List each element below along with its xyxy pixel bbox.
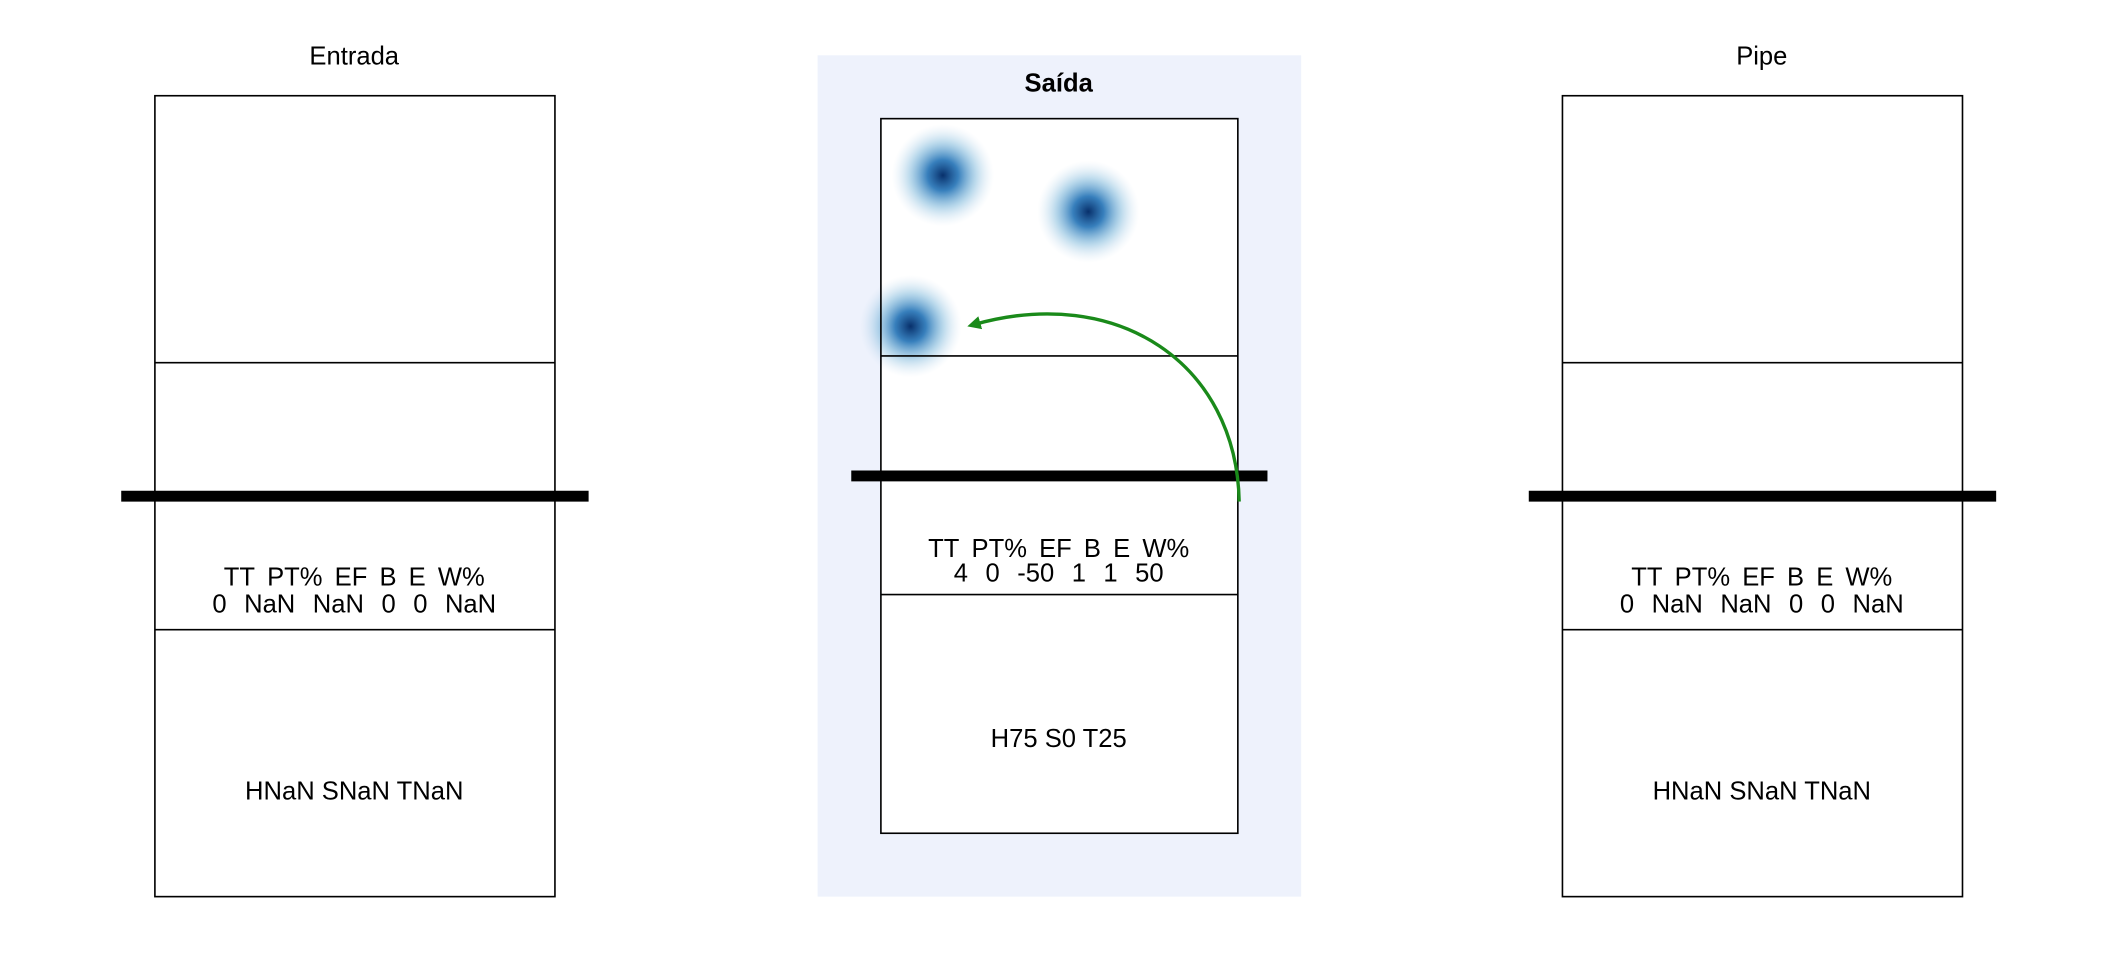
stat-label: E [1113,535,1130,563]
stat-label: E [1816,563,1833,591]
stat-label: TT [224,563,256,591]
stat-label: PT% [1675,563,1730,591]
stat-value: -50 [1017,559,1054,587]
stat-label: W% [1845,563,1892,591]
panel-entrada: Entrada TT PT% EF B E W% 0 NaN NaN 0 0 NaN HNaN SN… [121,43,589,898]
stat-label: W% [1142,535,1189,563]
stat-value: 0 [1821,590,1835,618]
attack-arrow [967,312,1241,502]
summary: HNaN SNaN TNaN [1653,778,1871,806]
stats-values: 4 0 -50 1 1 50 [954,559,1164,587]
stat-label: PT% [267,563,322,591]
stat-value: 0 [413,590,427,618]
summary: HNaN SNaN TNaN [245,778,463,806]
stat-label: PT% [972,535,1027,563]
summary: H75 S0 T25 [991,725,1127,753]
stat-value: NaN [1853,590,1904,618]
panel-saida: Saída TT PT% EF B E W% 4 0 -50 1 1 50 H75 S0 T25 [817,55,1302,897]
stat-value: 0 [1620,590,1634,618]
panel-title: Pipe [1736,43,1787,71]
stat-value: NaN [1720,590,1771,618]
stats-values: 0 NaN NaN 0 0 NaN [1620,590,1904,618]
panel-title: Entrada [309,43,399,71]
stat-value: 0 [985,559,999,587]
stat-label: EF [335,563,368,591]
heat-spot [859,275,962,378]
stat-label: B [1084,535,1101,563]
stat-label: E [409,563,426,591]
heat-spot [1037,160,1140,263]
stat-label: B [1787,563,1804,591]
stat-value: 0 [1789,590,1803,618]
stat-label: EF [1742,563,1775,591]
panel-title: Saída [1025,70,1094,98]
stat-label: EF [1039,535,1072,563]
heat-spot [891,124,995,227]
stat-label: B [379,563,396,591]
stat-value: 1 [1072,559,1086,587]
stats-values: 0 NaN NaN 0 0 NaN [212,590,496,618]
stats-header: TT PT% EF B E W% [1631,563,1892,591]
stat-value: NaN [1652,590,1703,618]
stats-header: TT PT% EF B E W% [224,563,485,591]
stat-value: NaN [445,590,496,618]
stat-value: 0 [212,590,226,618]
stat-value: 4 [954,559,968,587]
stat-value: NaN [313,590,364,618]
stat-label: TT [1631,563,1663,591]
stat-value: NaN [244,590,295,618]
panel-pipe: Pipe TT PT% EF B E W% 0 NaN NaN 0 0 NaN HNaN SNaN … [1528,43,1997,898]
stat-label: W% [438,563,485,591]
stat-value: 0 [381,590,395,618]
stat-value: 50 [1135,559,1163,587]
stat-label: TT [928,535,960,563]
stats-header: TT PT% EF B E W% [928,535,1189,563]
stat-value: 1 [1103,559,1117,587]
